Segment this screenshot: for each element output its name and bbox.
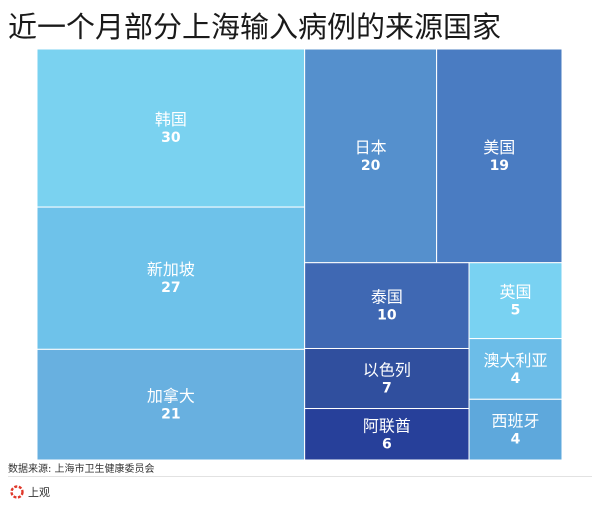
tile-西班牙-value: 4 <box>511 432 521 448</box>
source-note: 数据来源: 上海市卫生健康委员会 <box>8 464 155 475</box>
tile-阿联酋-value: 6 <box>382 436 392 452</box>
tile-新加坡-value: 27 <box>161 280 180 296</box>
tile-加拿大-label: 加拿大 <box>147 387 195 406</box>
tile-西班牙-rect <box>468 398 563 461</box>
tile-阿联酋-rect <box>304 408 470 461</box>
tile-日本-rect <box>304 48 438 264</box>
tile-韩国-label: 韩国 <box>155 110 187 129</box>
brand-logo-icon <box>10 485 24 499</box>
footer-divider <box>8 476 592 477</box>
tile-美国-label: 美国 <box>483 138 515 157</box>
tile-阿联酋-label: 阿联酋 <box>363 416 411 435</box>
tile-以色列-rect <box>304 347 470 410</box>
tile-以色列-label: 以色列 <box>363 361 411 380</box>
tile-英国-label: 英国 <box>500 283 532 302</box>
tile-美国-value: 19 <box>490 158 509 174</box>
tile-韩国-value: 30 <box>161 130 181 146</box>
tile-以色列-value: 7 <box>382 381 392 397</box>
chart-title: 近一个月部分上海输入病例的来源国家 <box>8 10 502 44</box>
tile-英国-value: 5 <box>511 303 521 319</box>
tile-澳大利亚-rect <box>468 338 563 400</box>
tile-新加坡-rect <box>36 206 306 350</box>
brand-name: 上观 <box>28 486 50 499</box>
brand: 上观 <box>10 484 50 500</box>
tile-日本-value: 20 <box>361 158 381 174</box>
tile-新加坡-label: 新加坡 <box>147 260 195 279</box>
tile-英国-rect <box>468 262 563 340</box>
tile-泰国-label: 泰国 <box>371 288 403 307</box>
tile-泰国-value: 10 <box>377 308 397 324</box>
tile-日本-label: 日本 <box>355 138 387 157</box>
tile-澳大利亚-value: 4 <box>511 371 521 387</box>
tile-加拿大-rect <box>36 348 306 461</box>
tile-西班牙-label: 西班牙 <box>492 412 540 431</box>
tile-澳大利亚-label: 澳大利亚 <box>484 351 548 370</box>
tile-加拿大-value: 21 <box>161 407 180 423</box>
tile-韩国-rect <box>36 48 306 208</box>
